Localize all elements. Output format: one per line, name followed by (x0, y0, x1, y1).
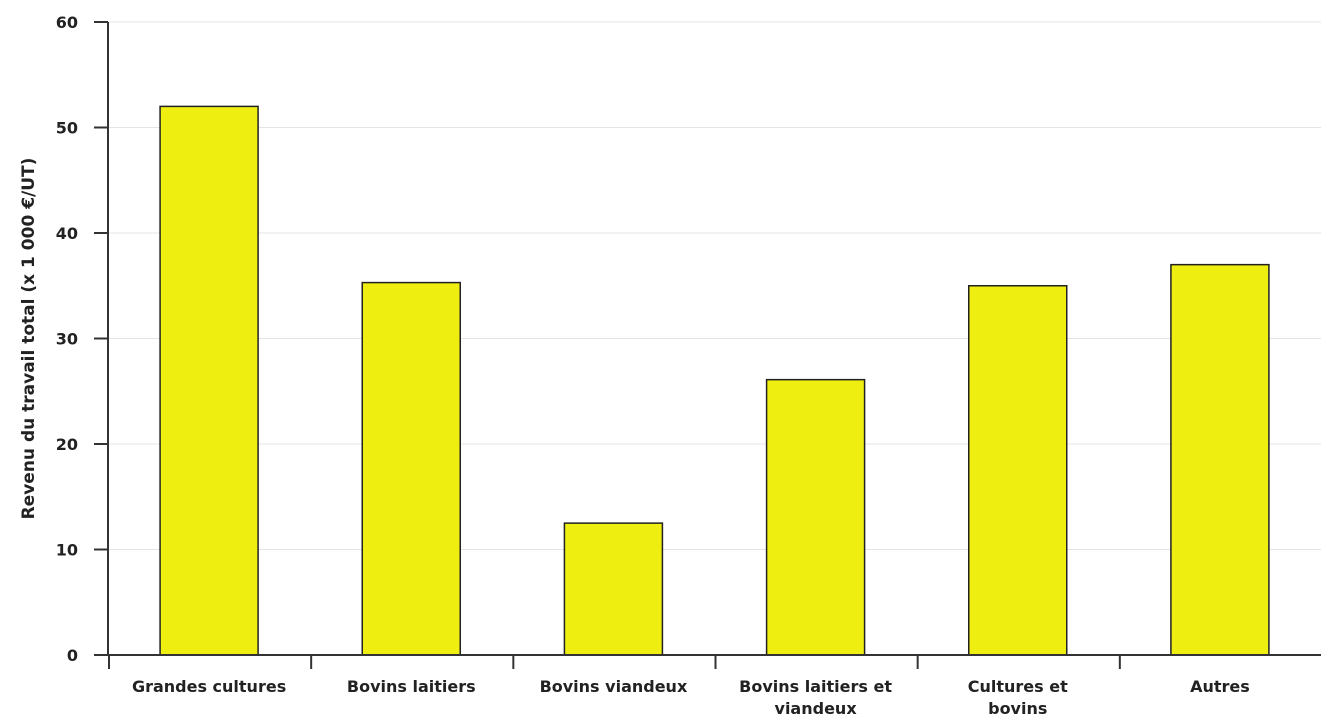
y-tick-label: 20 (56, 435, 78, 454)
bar (159, 105, 259, 656)
y-tick-label: 30 (56, 330, 78, 349)
x-tick-label: viandeux (775, 699, 858, 718)
y-tick-label: 10 (56, 541, 78, 560)
x-tick-label: Cultures et (968, 677, 1068, 696)
bar (765, 378, 866, 656)
x-tick-label: Grandes cultures (132, 677, 286, 696)
bars (159, 105, 1270, 656)
bar (1170, 263, 1270, 656)
y-tick-label: 0 (67, 646, 78, 665)
bar (361, 281, 461, 656)
y-axis-title: Revenu du travail total (x 1 000 €/UT) (19, 158, 39, 520)
x-tick-label: Bovins laitiers (347, 677, 476, 696)
x-tick-label: bovins (988, 699, 1047, 718)
y-tick-label: 40 (56, 224, 78, 243)
x-tick-label: Autres (1190, 677, 1250, 696)
bar (563, 522, 664, 656)
y-axis-ticks: 0 10 20 30 40 50 60 (56, 13, 108, 665)
gridlines (108, 21, 1321, 550)
bar (968, 285, 1068, 656)
y-tick-label: 60 (56, 13, 78, 32)
x-axis-ticks: Grandes cultures Bovins laitiers Bovins vi… (108, 655, 1250, 718)
y-tick-label: 50 (56, 119, 78, 138)
x-tick-label: Bovins laitiers et (739, 677, 892, 696)
x-tick-label: Bovins viandeux (540, 677, 688, 696)
